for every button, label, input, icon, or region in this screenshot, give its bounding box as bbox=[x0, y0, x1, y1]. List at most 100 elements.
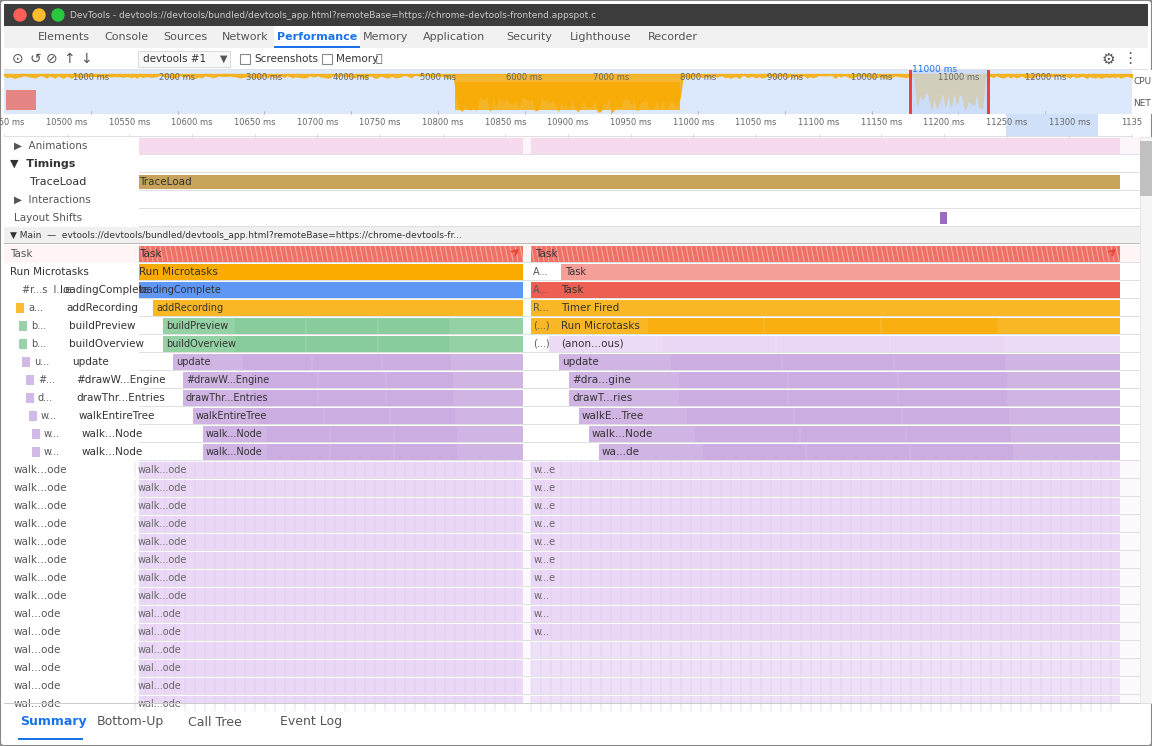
Bar bbox=[3, 299, 1144, 317]
Text: Security: Security bbox=[506, 32, 552, 42]
Bar bbox=[3, 605, 1144, 623]
Bar bbox=[3, 335, 1144, 353]
Text: b...: b... bbox=[31, 321, 46, 331]
Bar bbox=[3, 137, 1144, 155]
Text: wal...ode: wal...ode bbox=[138, 699, 182, 709]
Text: #r...s  l...e: #r...s l...e bbox=[22, 285, 71, 295]
Bar bbox=[808, 444, 909, 460]
Text: #drawW...Engine: #drawW...Engine bbox=[185, 375, 270, 385]
Text: drawT...ries: drawT...ries bbox=[573, 393, 632, 403]
Bar bbox=[559, 354, 1120, 370]
Text: NET: NET bbox=[1134, 98, 1151, 107]
Text: Elements: Elements bbox=[38, 32, 90, 42]
Text: ▶  Animations: ▶ Animations bbox=[14, 141, 88, 151]
Text: wal...ode: wal...ode bbox=[14, 627, 61, 637]
Bar bbox=[3, 659, 139, 677]
Bar bbox=[3, 587, 139, 605]
Bar bbox=[1006, 114, 1098, 136]
Bar bbox=[899, 372, 1007, 388]
Bar bbox=[531, 318, 1120, 334]
Bar bbox=[531, 300, 1120, 316]
Text: walk...ode: walk...ode bbox=[14, 573, 68, 583]
Text: wal...ode: wal...ode bbox=[138, 663, 182, 673]
Bar bbox=[135, 624, 523, 640]
Bar bbox=[3, 281, 1144, 299]
Bar bbox=[531, 696, 1120, 712]
Text: w...: w... bbox=[535, 591, 551, 601]
Bar bbox=[3, 641, 1144, 659]
Bar bbox=[3, 263, 1144, 281]
Text: w...e: w...e bbox=[535, 519, 556, 529]
Text: 10600 ms: 10600 ms bbox=[172, 118, 213, 127]
Bar bbox=[3, 136, 1132, 137]
Bar bbox=[1132, 92, 1152, 114]
Bar bbox=[907, 426, 1011, 442]
Bar bbox=[3, 443, 1144, 461]
Bar bbox=[194, 408, 523, 424]
Bar bbox=[3, 461, 1144, 479]
Text: walk...Node: walk...Node bbox=[82, 429, 143, 439]
Bar bbox=[319, 372, 385, 388]
Bar bbox=[3, 191, 139, 209]
Text: Run Microtasks: Run Microtasks bbox=[561, 321, 639, 331]
Bar bbox=[203, 426, 523, 442]
Text: 4000 ms: 4000 ms bbox=[333, 73, 369, 82]
Bar bbox=[387, 390, 453, 406]
Bar bbox=[679, 390, 787, 406]
Bar bbox=[3, 155, 1144, 173]
Bar bbox=[3, 425, 139, 443]
Bar bbox=[3, 623, 139, 641]
Bar bbox=[1132, 70, 1152, 92]
Text: update: update bbox=[176, 357, 211, 367]
Bar bbox=[3, 353, 139, 371]
Bar bbox=[3, 226, 1144, 227]
Bar bbox=[531, 642, 1120, 658]
Bar bbox=[267, 426, 329, 442]
Bar bbox=[531, 462, 1120, 478]
Text: 7000 ms: 7000 ms bbox=[593, 73, 629, 82]
Text: A...: A... bbox=[533, 267, 548, 277]
Text: Memory: Memory bbox=[336, 54, 378, 64]
Bar bbox=[138, 51, 230, 67]
Bar bbox=[3, 389, 1144, 407]
Bar bbox=[3, 515, 1144, 533]
Text: wal...ode: wal...ode bbox=[138, 627, 182, 637]
Bar bbox=[3, 587, 1144, 605]
Bar bbox=[3, 245, 139, 263]
Text: walk...ode: walk...ode bbox=[14, 537, 68, 547]
Text: Recorder: Recorder bbox=[647, 32, 698, 42]
Text: loadingComplete: loadingComplete bbox=[138, 285, 221, 295]
Bar bbox=[3, 388, 1144, 389]
Bar bbox=[235, 318, 305, 334]
Bar bbox=[3, 208, 1144, 209]
Bar bbox=[251, 390, 317, 406]
Text: update: update bbox=[562, 357, 599, 367]
Bar bbox=[29, 411, 37, 421]
Bar bbox=[135, 570, 523, 586]
Bar bbox=[776, 336, 889, 352]
Bar bbox=[3, 190, 1144, 191]
Text: 1135: 1135 bbox=[1121, 118, 1143, 127]
Bar bbox=[135, 498, 523, 514]
Bar bbox=[940, 212, 947, 224]
Text: 11000 ms: 11000 ms bbox=[912, 64, 957, 74]
Bar bbox=[895, 354, 1005, 370]
Text: Timer Fired: Timer Fired bbox=[561, 303, 620, 313]
Text: Task: Task bbox=[535, 249, 558, 259]
Text: w...e: w...e bbox=[535, 501, 556, 511]
Bar bbox=[3, 48, 1149, 70]
Text: wal...ode: wal...ode bbox=[14, 663, 61, 673]
Bar bbox=[3, 155, 139, 173]
Bar bbox=[240, 54, 250, 64]
Text: walk...Node: walk...Node bbox=[206, 447, 263, 457]
Text: 10850 ms: 10850 ms bbox=[485, 118, 526, 127]
Bar bbox=[391, 408, 455, 424]
Text: 10550 ms: 10550 ms bbox=[108, 118, 150, 127]
Text: walk...ode: walk...ode bbox=[14, 501, 68, 511]
Bar bbox=[135, 588, 523, 604]
Bar bbox=[251, 372, 317, 388]
Bar bbox=[153, 300, 523, 316]
Text: loadingComplete: loadingComplete bbox=[60, 285, 149, 295]
Bar bbox=[135, 462, 523, 478]
Text: d...: d... bbox=[38, 393, 53, 403]
